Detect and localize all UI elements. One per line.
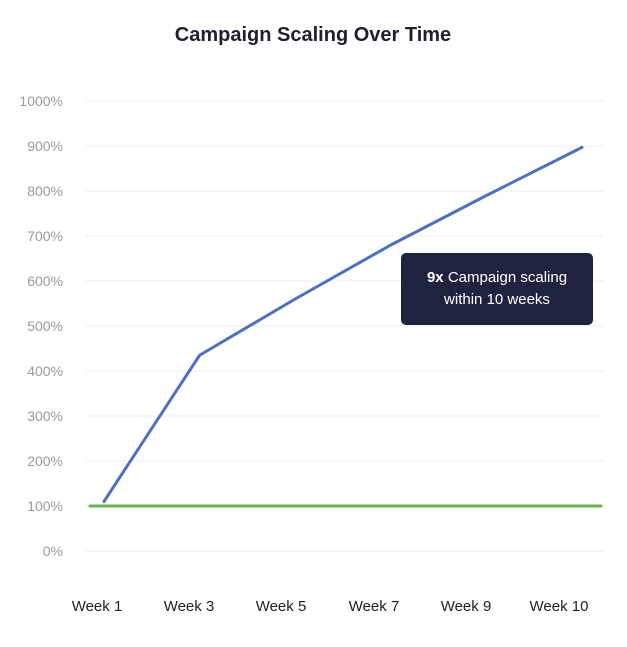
y-tick-label: 300%	[27, 408, 63, 424]
y-tick-label: 400%	[27, 363, 63, 379]
annotation-line-1: 9x Campaign scaling	[409, 267, 585, 289]
y-axis-ticks: 0% 100% 200% 300% 400% 500% 600% 700% 800% 900% 10…	[19, 93, 63, 559]
x-tick-label: Week 1	[72, 598, 123, 615]
annotation-callout: 9x Campaign scaling within 10 weeks	[401, 253, 593, 325]
x-tick-label: Week 7	[349, 598, 400, 615]
x-axis-ticks: Week 1 Week 3 Week 5 Week 7 Week 9 Week 10	[72, 598, 589, 615]
y-tick-label: 100%	[27, 498, 63, 514]
growth-series-line	[102, 145, 584, 503]
x-tick-label: Week 3	[164, 598, 215, 615]
chart-title: Campaign Scaling Over Time	[175, 24, 451, 46]
y-tick-label: 200%	[27, 453, 63, 469]
y-tick-label: 500%	[27, 318, 63, 334]
annotation-text-2: within 10 weeks	[444, 291, 550, 308]
x-tick-label: Week 10	[530, 598, 589, 615]
y-tick-label: 0%	[43, 543, 63, 559]
annotation-bold: 9x	[426, 269, 444, 286]
series-lines	[88, 145, 603, 508]
y-tick-label: 1000%	[19, 93, 63, 109]
y-tick-label: 900%	[27, 138, 63, 154]
x-tick-label: Week 9	[441, 598, 492, 615]
annotation-text-1: Campaign scaling	[447, 269, 568, 286]
y-tick-label: 600%	[27, 273, 63, 289]
y-tick-label: 700%	[27, 228, 63, 244]
y-tick-label: 800%	[27, 183, 63, 199]
gridlines	[85, 100, 604, 552]
x-tick-label: Week 5	[256, 598, 307, 615]
